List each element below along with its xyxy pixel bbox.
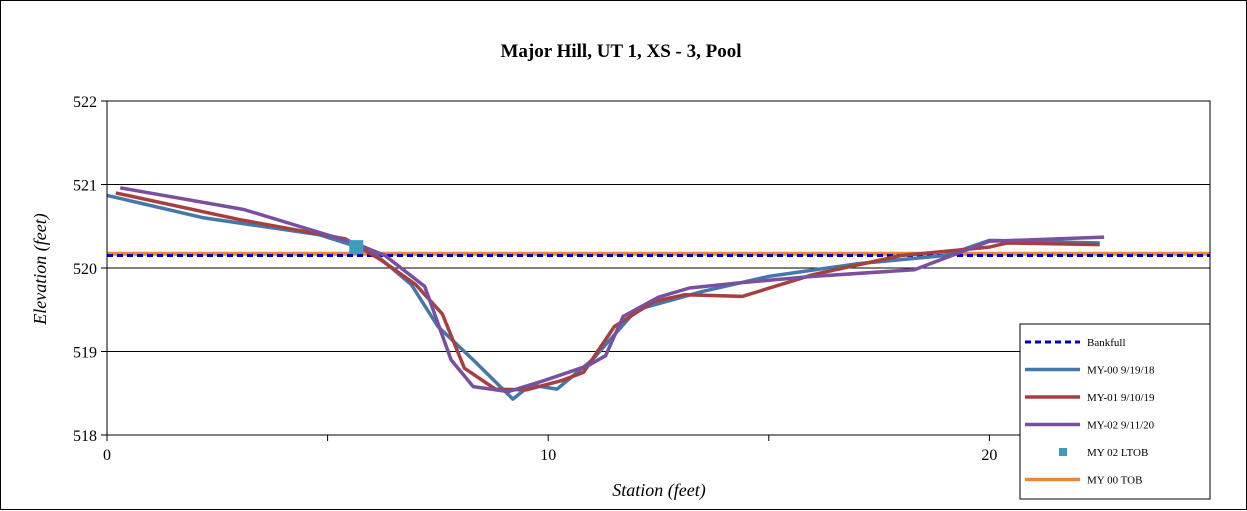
series-my-02-9-11-20-line	[119, 186, 1105, 394]
legend-my-02-9-11-20-label: MY-02 9/11/20	[1087, 420, 1155, 432]
x-tick-label: 10	[540, 447, 556, 464]
legend-my-00-tob-label: MY 00 TOB	[1087, 475, 1142, 487]
y-tick-label: 521	[73, 178, 97, 195]
legend-my-02-ltob-swatch	[1059, 448, 1067, 456]
x-axis-label: Station (feet)	[612, 480, 705, 501]
chart-title: Major Hill, UT 1, XS - 3, Pool	[500, 41, 741, 62]
x-tick-label: 0	[103, 447, 111, 464]
series-layer	[106, 186, 1210, 401]
y-tick-label: 522	[73, 94, 97, 111]
legend-bankfull-label: Bankfull	[1087, 337, 1126, 349]
legend-my-02-ltob-label: MY 02 LTOB	[1087, 447, 1148, 459]
y-axis-label: Elevation (feet)	[30, 213, 51, 325]
x-tick-label: 20	[981, 447, 997, 464]
series-my-01-9-10-19-line	[115, 191, 1100, 392]
legend-box	[1019, 323, 1211, 500]
y-tick-label: 518	[73, 428, 97, 445]
series-my-02-ltob-marker	[349, 240, 364, 255]
y-tick-label: 520	[73, 261, 97, 278]
y-tick-label: 519	[73, 345, 97, 362]
legend-my-00-9-19-18-label: MY-00 9/19/18	[1087, 365, 1155, 377]
legend: Bankfull MY-00 9/19/18 MY-01 9/10/19 MY-02 …	[1019, 323, 1211, 500]
legend-my-01-9-10-19-label: MY-01 9/10/19	[1087, 392, 1155, 404]
series-my-00-9-19-18-line	[106, 193, 1100, 401]
axis-ticks: 518 519 520 521 522 0 10 20	[73, 94, 997, 464]
